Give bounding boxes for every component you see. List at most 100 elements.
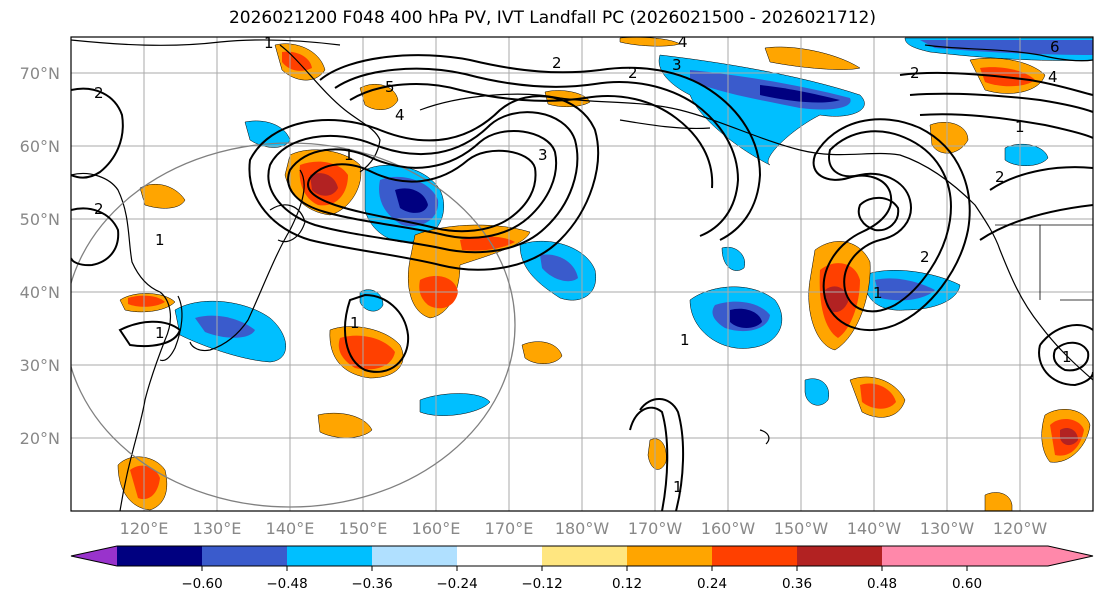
pv-contour xyxy=(71,87,124,179)
landfall-radius-circle xyxy=(71,142,516,508)
colorbar-tick-label: 0.12 xyxy=(612,576,642,592)
contour-label: 2 xyxy=(910,64,920,82)
contour-label: 1 xyxy=(673,478,683,496)
colorbar-segment xyxy=(882,546,967,566)
colorbar-tick-label: 0.24 xyxy=(697,576,727,592)
na-boundaries xyxy=(995,224,1093,301)
pv-contour xyxy=(989,166,1093,191)
colorbar-extend-low xyxy=(71,546,117,566)
orange-anomaly xyxy=(984,492,1013,511)
pv-contour xyxy=(899,71,1093,96)
contour-label: 2 xyxy=(94,200,104,218)
contour-label: 1 xyxy=(1015,118,1025,136)
contour-label: 6 xyxy=(1050,38,1060,56)
korea-coastline xyxy=(159,295,183,362)
colorbar-segment xyxy=(797,546,882,566)
contour-label: 1 xyxy=(155,231,165,249)
pv-contour xyxy=(287,129,558,239)
contour-label: 2 xyxy=(995,168,1005,186)
contour-label: 3 xyxy=(672,56,682,74)
colorbar-tick-label: 0.60 xyxy=(952,576,982,592)
pv-contour xyxy=(1052,341,1090,372)
lon-label: 140°E xyxy=(266,519,315,538)
pv-contour xyxy=(319,54,762,241)
contour-label: 1 xyxy=(873,284,883,302)
colorbar-tick-label: 0.48 xyxy=(867,576,897,592)
pv-contour xyxy=(307,149,537,233)
lon-label: 170°W xyxy=(628,519,683,538)
lon-label: 150°E xyxy=(339,519,388,538)
colorbar-ticks xyxy=(201,566,968,571)
colorbar: −0.60 −0.48 −0.36 −0.24 −0.12 0.12 0.24 … xyxy=(70,545,1094,592)
lat-label: 50°N xyxy=(20,210,60,229)
lat-label: 70°N xyxy=(20,64,60,83)
graticule xyxy=(71,37,1093,511)
colorbar-segment xyxy=(117,546,202,566)
lat-label: 60°N xyxy=(20,137,60,156)
contour-label: 1 xyxy=(1062,348,1072,366)
lat-label: 20°N xyxy=(20,429,60,448)
lat-label: 30°N xyxy=(20,356,60,375)
orange-anomaly xyxy=(647,438,667,470)
contour-label: 1 xyxy=(680,331,690,349)
map-frame xyxy=(70,36,1094,512)
pv-contour xyxy=(857,196,900,232)
colorbar-segment xyxy=(287,546,372,566)
colorbar-tick-label: −0.48 xyxy=(266,576,307,592)
kamchatka-coastline xyxy=(279,44,381,173)
blue-anomaly xyxy=(419,393,491,416)
pv-contour xyxy=(828,130,952,313)
pv-contour xyxy=(812,118,971,332)
contour-labels: 2 2 1 5 4 2 2 4 3 3 1 1 1 1 2 1 2 2 4 6 … xyxy=(94,33,1072,496)
contour-label: 1 xyxy=(350,314,360,332)
map-title: 2026021200 F048 400 hPa PV, IVT Landfall… xyxy=(228,8,876,28)
lon-label: 170°E xyxy=(485,519,534,538)
lat-label: 40°N xyxy=(20,283,60,302)
contour-label: 2 xyxy=(628,64,638,82)
contour-label: 2 xyxy=(94,84,104,102)
colorbar-tick-label: −0.24 xyxy=(436,576,477,592)
pv-contour xyxy=(334,67,740,237)
pv-contour xyxy=(629,406,669,511)
blue-anomaly xyxy=(804,378,830,406)
lon-label: 130°W xyxy=(920,519,975,538)
contour-label: 1 xyxy=(344,146,354,164)
colorbar-segment xyxy=(627,546,712,566)
pv-contour xyxy=(1038,324,1093,387)
colorbar-segment xyxy=(457,546,542,566)
colorbar-outline xyxy=(70,545,1094,567)
contour-label: 1 xyxy=(155,324,165,342)
colorbar-segment xyxy=(372,546,457,566)
blue-anomaly xyxy=(1004,143,1049,166)
contour-label: 4 xyxy=(395,106,405,124)
pv-contour xyxy=(349,83,714,189)
lon-label: 120°W xyxy=(993,519,1048,538)
arctic-coastline xyxy=(924,44,1093,62)
asia-coastline xyxy=(71,172,172,511)
pv-contour xyxy=(344,293,410,373)
contour-label: 4 xyxy=(1048,68,1058,86)
orange-anomaly xyxy=(139,184,186,209)
pv-contour xyxy=(267,111,579,254)
contour-label: 2 xyxy=(552,54,562,72)
pv-contours xyxy=(71,54,1093,511)
contour-label: 4 xyxy=(678,33,688,51)
shaded-field xyxy=(117,37,1093,511)
contour-label: 3 xyxy=(538,146,548,164)
orange-anomaly xyxy=(764,46,861,70)
contour-label: 1 xyxy=(264,34,274,52)
lon-label: 160°W xyxy=(701,519,756,538)
colorbar-tick-label: −0.12 xyxy=(521,576,562,592)
siberia-coastline xyxy=(71,39,341,46)
pv-contour xyxy=(979,204,1093,241)
colorbar-tick-label: −0.36 xyxy=(351,576,392,592)
colorbar-tick-label: −0.60 xyxy=(181,576,222,592)
colorbar-segment xyxy=(542,546,627,566)
orange-anomaly xyxy=(521,341,563,364)
pv-contour xyxy=(118,320,182,348)
pv-contour xyxy=(639,398,685,511)
colorbar-segment xyxy=(712,546,797,566)
pv-contour xyxy=(919,113,1093,139)
lon-label: 160°E xyxy=(412,519,461,538)
